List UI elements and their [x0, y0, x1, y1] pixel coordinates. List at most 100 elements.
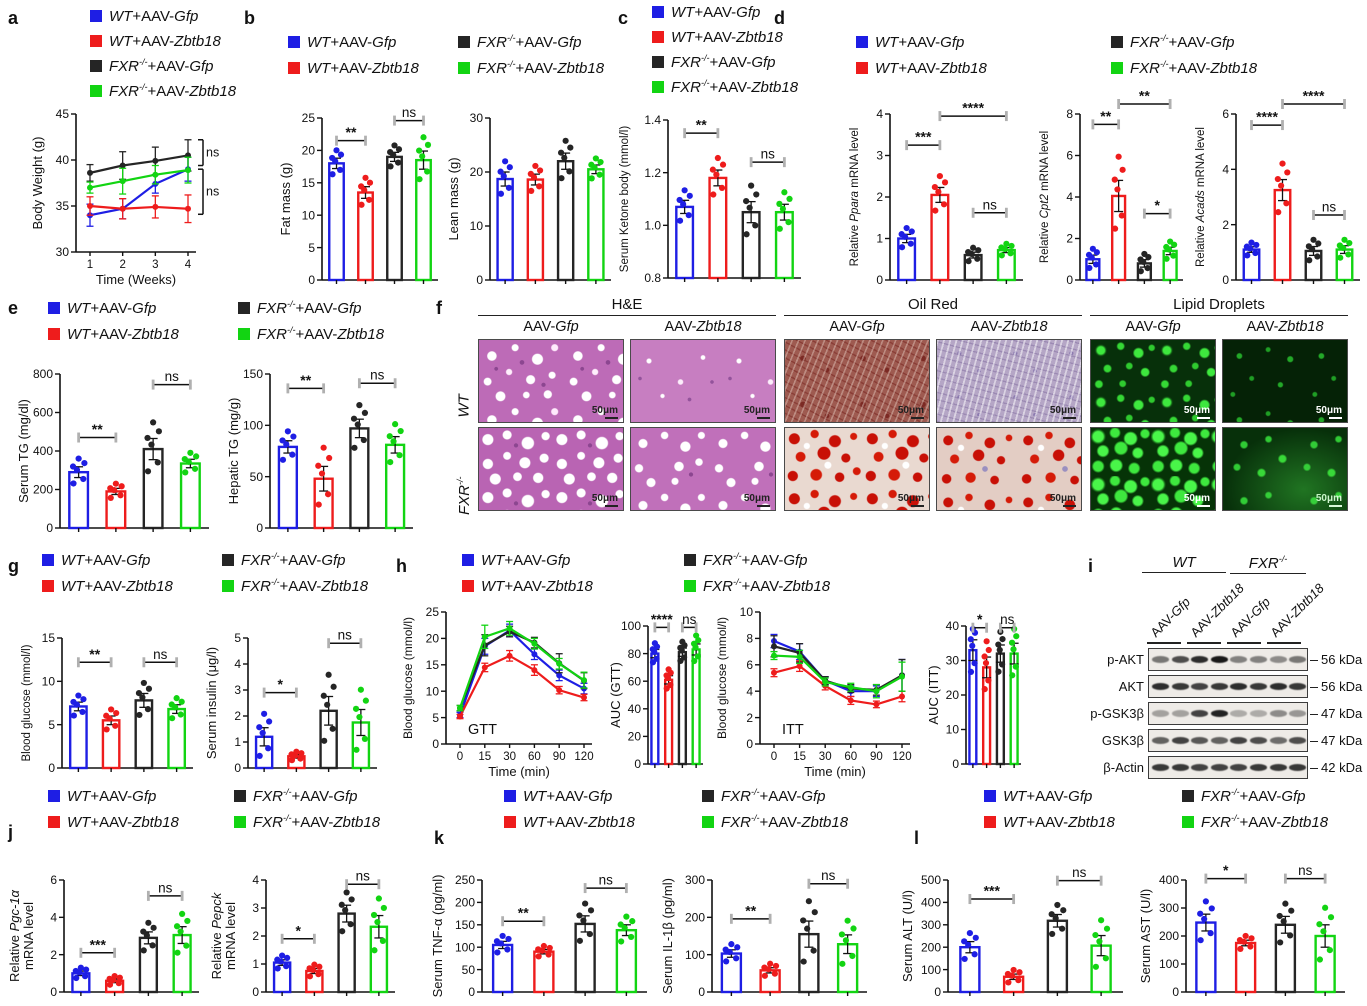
- scale-bar: 50μm: [744, 405, 770, 419]
- lane-underline: [1267, 642, 1301, 644]
- blot-protein-name: p-AKT: [1107, 652, 1144, 667]
- legend-swatch-fxr-gfp: [684, 554, 696, 566]
- svg-text:3: 3: [152, 259, 158, 271]
- svg-text:4: 4: [1222, 163, 1229, 177]
- legend-label-wt-gfp: WT+AAV-Gfp: [1003, 787, 1093, 805]
- svg-text:0: 0: [934, 985, 941, 999]
- svg-text:Time (min): Time (min): [488, 764, 550, 779]
- legend-item-wt-gfp: WT+AAV-Gfp: [48, 298, 156, 318]
- legend-item-fxr-gfp: FXR-/-+AAV-Gfp: [1111, 32, 1235, 52]
- panel-l-label: l: [914, 828, 920, 848]
- svg-text:0: 0: [46, 521, 53, 535]
- svg-text:Blood glucose (mmol/l): Blood glucose (mmol/l): [21, 644, 33, 761]
- svg-text:2: 2: [876, 190, 883, 204]
- svg-text:0: 0: [634, 757, 641, 771]
- svg-text:**: **: [518, 905, 529, 921]
- legend-item-fxr-zbtb18: FXR-/-+AAV-Zbtb18: [652, 77, 798, 97]
- svg-text:300: 300: [1159, 901, 1179, 915]
- scale-bar: 50μm: [1050, 493, 1076, 507]
- scale-bar: 50μm: [1316, 493, 1342, 507]
- svg-text:1.0: 1.0: [644, 219, 661, 233]
- svg-text:200: 200: [33, 483, 53, 497]
- molecular-weight-label: 47 kDa: [1310, 706, 1362, 721]
- svg-text:25: 25: [302, 111, 316, 125]
- legend-item-fxr-zbtb18: FXR-/-+AAV-Zbtb18: [1182, 812, 1328, 832]
- legend-label-wt-gfp: WT+AAV-Gfp: [671, 3, 761, 21]
- svg-text:Relative Cpt2 mRNA level: Relative Cpt2 mRNA level: [1039, 131, 1051, 263]
- legend-label-fxr-zbtb18: FXR-/-+AAV-Zbtb18: [241, 577, 369, 595]
- panel-g: g WT+AAV-Gfp WT+AAV-Zbtb18 FXR-/-+AAV-Gfp FX…: [2, 550, 396, 782]
- legend-swatch-fxr-gfp: [1111, 36, 1123, 48]
- legend-item-fxr-gfp: FXR-/-+AAV-Gfp: [684, 550, 808, 570]
- legend-item-wt-gfp: WT+AAV-Gfp: [652, 2, 760, 22]
- scale-bar: 50μm: [1184, 493, 1210, 507]
- blot-lane-label-0: AAV-Gfp: [1147, 594, 1194, 640]
- histology-image-ld-c: 50μm: [1090, 427, 1216, 511]
- svg-text:300: 300: [921, 918, 941, 932]
- svg-text:*: *: [296, 922, 302, 938]
- svg-text:60: 60: [844, 751, 857, 763]
- panel-i-label: i: [1088, 556, 1094, 576]
- svg-text:20: 20: [470, 165, 484, 179]
- legend-item-wt-zbtb18: WT+AAV-Zbtb18: [652, 27, 783, 47]
- legend-item-wt-gfp: WT+AAV-Gfp: [288, 32, 396, 52]
- svg-text:ns: ns: [206, 185, 219, 199]
- svg-text:**: **: [745, 902, 756, 918]
- legend-swatch-fxr-zbtb18: [458, 62, 470, 74]
- legend-item-wt-gfp: WT+AAV-Gfp: [42, 550, 150, 570]
- legend-item-fxr-zbtb18: FXR-/-+AAV-Zbtb18: [90, 81, 236, 101]
- svg-text:Blood glucose (mmol/l): Blood glucose (mmol/l): [715, 617, 729, 739]
- svg-text:100: 100: [621, 619, 641, 633]
- svg-text:100: 100: [685, 948, 705, 962]
- svg-text:25: 25: [426, 605, 440, 619]
- panel-i: i WT FXR-/- AAV-Gfp AAV-Zbtb18 AAV-Gfp AAV-Zbt…: [1082, 550, 1367, 784]
- svg-text:50: 50: [462, 963, 476, 977]
- histology-image-ld-b: 50μm: [1222, 339, 1348, 423]
- panel-k-body: WT+AAV-Gfp WT+AAV-Zbtb18 FXR-/-+AAV-Gfp FXR…: [420, 782, 882, 1006]
- legend-label-wt-zbtb18: WT+AAV-Zbtb18: [67, 813, 179, 831]
- svg-text:ns: ns: [1072, 865, 1087, 880]
- svg-text:***: ***: [984, 883, 1001, 899]
- svg-text:ns: ns: [1322, 199, 1337, 214]
- legend-swatch-wt-zbtb18: [42, 580, 54, 592]
- legend-item-wt-gfp: WT+AAV-Gfp: [462, 550, 570, 570]
- svg-text:0: 0: [256, 521, 263, 535]
- legend-item-wt-zbtb18: WT+AAV-Zbtb18: [48, 324, 179, 344]
- hepatic-tg-chart: 0 50 100 150 Hepatic TG (mg/g) ** ns: [226, 367, 413, 535]
- svg-text:200: 200: [1159, 929, 1179, 943]
- stain-column-header: AAV-Gfp: [523, 319, 579, 335]
- svg-text:20: 20: [426, 632, 440, 646]
- legend-item-fxr-gfp: FXR-/-+AAV-Gfp: [222, 550, 346, 570]
- legend-swatch-wt-gfp: [48, 302, 60, 314]
- svg-text:6: 6: [1066, 149, 1073, 163]
- legend-swatch-fxr-zbtb18: [222, 580, 234, 592]
- blot-row-p-AKT: p-AKT 56 kDa: [1082, 648, 1367, 671]
- svg-text:ns: ns: [158, 880, 173, 895]
- legend-label-fxr-gfp: FXR-/-+AAV-Gfp: [257, 299, 362, 317]
- blot-protein-name: GSK3β: [1101, 733, 1144, 748]
- svg-text:0: 0: [1172, 985, 1179, 999]
- legend-label-wt-zbtb18: WT+AAV-Zbtb18: [307, 59, 419, 77]
- legend-label-wt-gfp: WT+AAV-Gfp: [523, 787, 613, 805]
- blot-row-β-Actin: β-Actin 42 kDa: [1082, 756, 1367, 779]
- legend-label-fxr-zbtb18: FXR-/-+AAV-Zbtb18: [257, 325, 385, 343]
- blood-glucose-chart: 0 5 10 15 Blood glucose (mmol/l) ** ns: [21, 631, 193, 775]
- lean-mass-chart: 0 10 20 30 Lean mass (g): [446, 111, 611, 287]
- panel-l: l WT+AAV-Gfp WT+AAV-Zbtb18 FXR-/-+AAV-Gfp FX…: [888, 782, 1367, 1006]
- blot-protein-name: AKT: [1118, 679, 1144, 694]
- svg-text:400: 400: [1159, 873, 1179, 887]
- svg-text:ns: ns: [761, 147, 776, 162]
- panel-e-label: e: [8, 298, 19, 318]
- panel-a: a WT+AAV-Gfp WT+AAV-Zbtb18 FXR-/-+AAV-Gfp FX…: [2, 2, 236, 292]
- svg-text:***: ***: [915, 129, 932, 145]
- svg-text:10: 10: [42, 675, 56, 689]
- histology-image-he-a: 50μm: [478, 339, 624, 423]
- legend-swatch-wt-zbtb18: [48, 816, 60, 828]
- legend-swatch-wt-gfp: [288, 36, 300, 48]
- legend-swatch-fxr-zbtb18: [652, 81, 664, 93]
- svg-text:*: *: [278, 676, 284, 692]
- legend-swatch-wt-gfp: [462, 554, 474, 566]
- auc-itt-chart-wrap: 0 10 20 30 40 AUC (ITT) * ns: [926, 602, 1026, 779]
- svg-text:GTT: GTT: [468, 722, 497, 738]
